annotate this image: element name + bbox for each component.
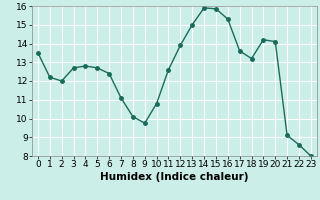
X-axis label: Humidex (Indice chaleur): Humidex (Indice chaleur) — [100, 172, 249, 182]
